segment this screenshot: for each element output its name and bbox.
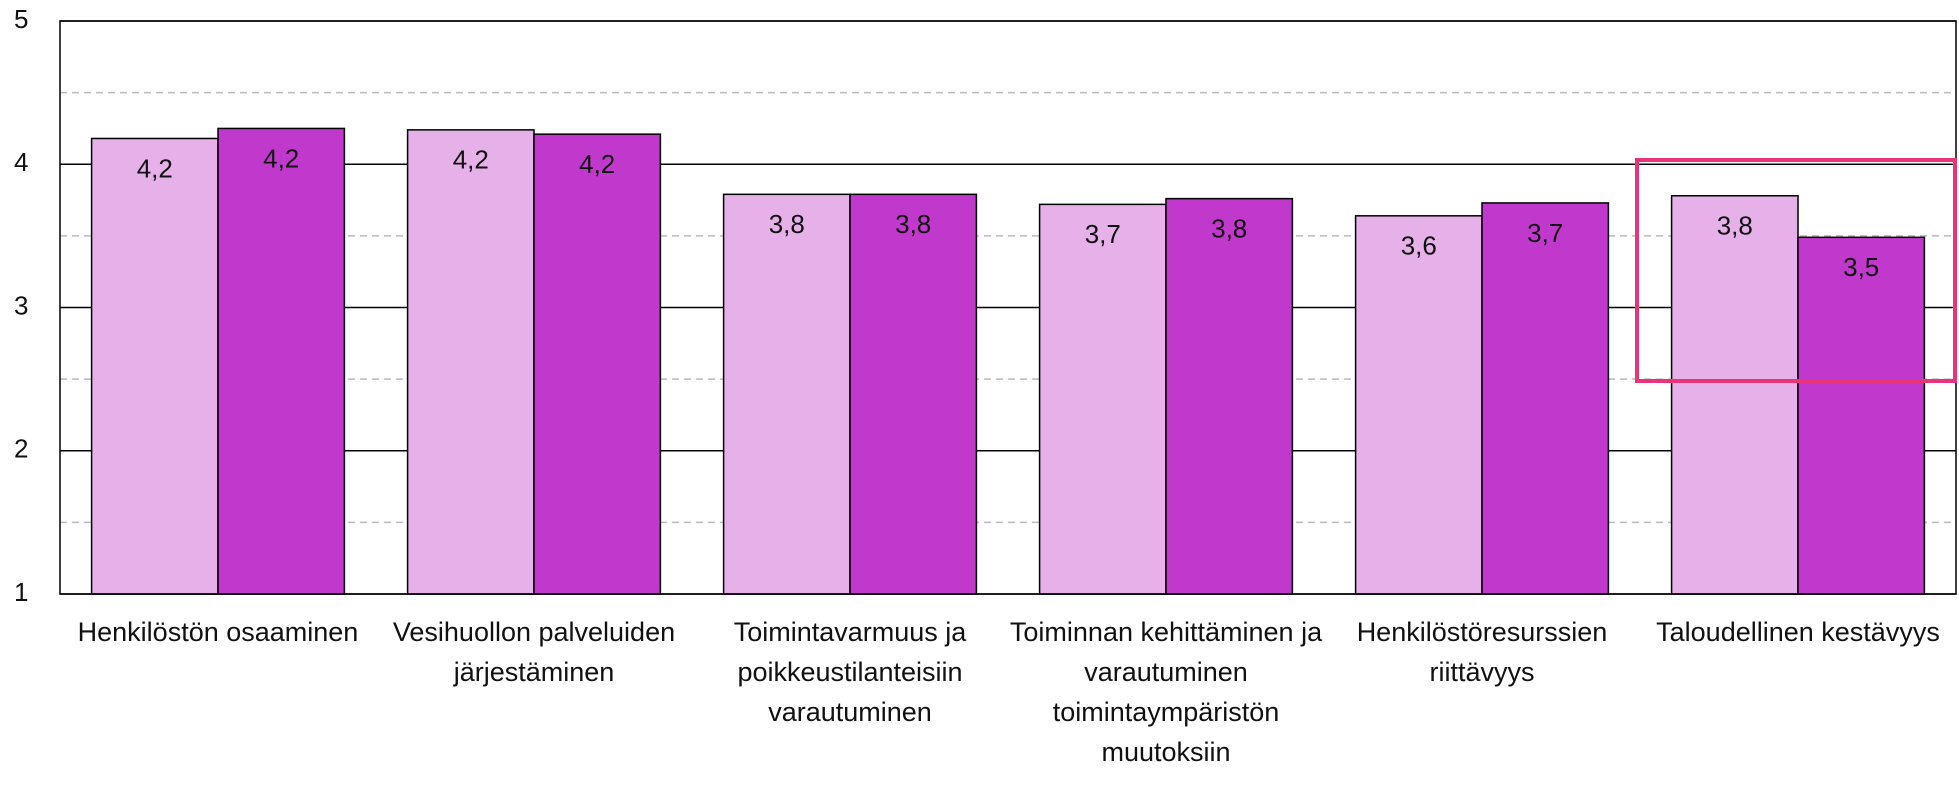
y-tick-label: 2 (14, 434, 28, 464)
x-tick-label: Henkilöstön osaaminen (77, 617, 359, 647)
value-label: 4,2 (263, 143, 299, 173)
value-label: 3,8 (1211, 214, 1247, 244)
value-label: 3,6 (1401, 231, 1437, 261)
y-tick-label: 1 (14, 577, 28, 607)
x-tick-label: Toimintavarmuus ja poikkeustilanteisiin … (733, 617, 967, 727)
x-tick-label: Vesihuollon palveluiden järjestäminen (392, 617, 676, 687)
value-label: 4,2 (579, 149, 615, 179)
y-tick-label: 3 (14, 290, 28, 320)
bar (1797, 236, 1926, 595)
bar (849, 193, 978, 595)
y-tick-label: 5 (14, 4, 28, 34)
value-label: 3,8 (769, 209, 805, 239)
value-label: 4,2 (137, 153, 173, 183)
bar (1038, 203, 1167, 595)
bar (1481, 202, 1610, 595)
x-tick-label: Taloudellinen kestävyys (1656, 617, 1940, 647)
bar (722, 193, 851, 595)
value-label: 3,5 (1843, 252, 1879, 282)
bar (533, 133, 662, 595)
bar (1670, 195, 1799, 595)
highlight-box (1635, 158, 1957, 383)
value-label: 3,8 (895, 209, 931, 239)
value-label: 4,2 (453, 145, 489, 175)
y-tick-label: 4 (14, 147, 28, 177)
bar (90, 137, 219, 595)
bar (1354, 215, 1483, 595)
bar (217, 127, 346, 595)
bar (1165, 197, 1294, 595)
value-label: 3,7 (1085, 219, 1121, 249)
value-label: 3,7 (1527, 218, 1563, 248)
bar (406, 129, 535, 595)
value-label: 3,8 (1717, 211, 1753, 241)
x-tick-label: Henkilöstöresurssien riittävyys (1356, 617, 1608, 687)
x-tick-label: Toiminnan kehittäminen ja varautuminen t… (1009, 617, 1323, 767)
